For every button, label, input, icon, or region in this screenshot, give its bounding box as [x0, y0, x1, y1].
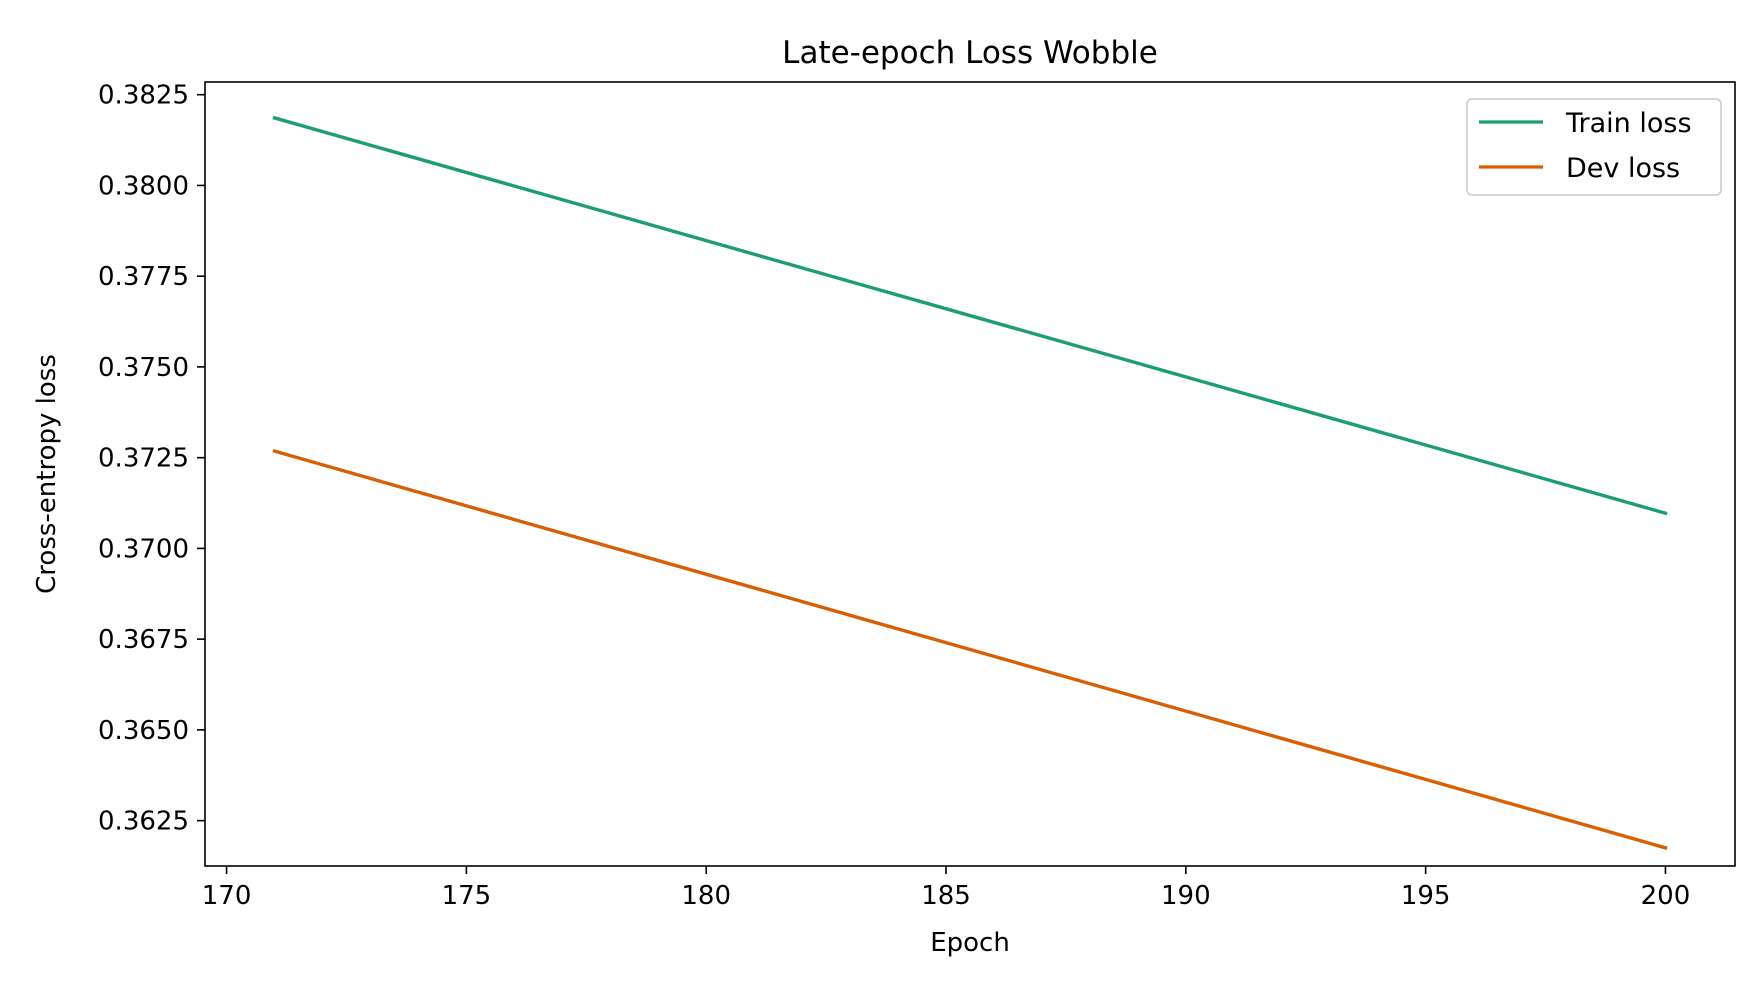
series-line-dev-loss — [272, 449, 1668, 850]
x-tick-label: 190 — [1161, 881, 1211, 911]
y-tick-label: 0.3775 — [98, 262, 189, 292]
x-tick-label: 170 — [202, 881, 252, 911]
x-axis: 170 175 180 185 190 195 200 — [202, 866, 1691, 911]
y-tick-label: 0.3800 — [98, 171, 189, 201]
legend-label-train-loss: Train loss — [1565, 108, 1692, 139]
series-group — [272, 115, 1668, 850]
y-axis: 0.3625 0.3650 0.3675 0.3700 0.3725 0.3750 0.37… — [98, 81, 205, 837]
y-tick-label: 0.3675 — [98, 625, 189, 655]
y-tick-label: 0.3825 — [98, 81, 189, 111]
x-tick-label: 175 — [442, 881, 492, 911]
y-axis-label: Cross-entropy loss — [32, 354, 62, 594]
y-tick-label: 0.3725 — [98, 444, 189, 474]
series-line-train-loss — [272, 115, 1668, 516]
y-tick-label: 0.3625 — [98, 807, 189, 837]
legend-label-dev-loss: Dev loss — [1566, 153, 1680, 184]
plot-area — [204, 81, 1736, 867]
x-tick-label: 195 — [1401, 881, 1451, 911]
y-tick-label: 0.3700 — [98, 534, 189, 564]
legend: Train loss Dev loss — [1466, 98, 1722, 196]
x-tick-label: 180 — [681, 881, 731, 911]
y-tick-label: 0.3750 — [98, 353, 189, 383]
x-tick-label: 200 — [1641, 881, 1691, 911]
chart-title: Late-epoch Loss Wobble — [782, 35, 1158, 71]
x-axis-label: Epoch — [930, 928, 1010, 958]
x-tick-label: 185 — [921, 881, 971, 911]
y-tick-label: 0.3650 — [98, 716, 189, 746]
axes-frame — [204, 81, 1736, 867]
